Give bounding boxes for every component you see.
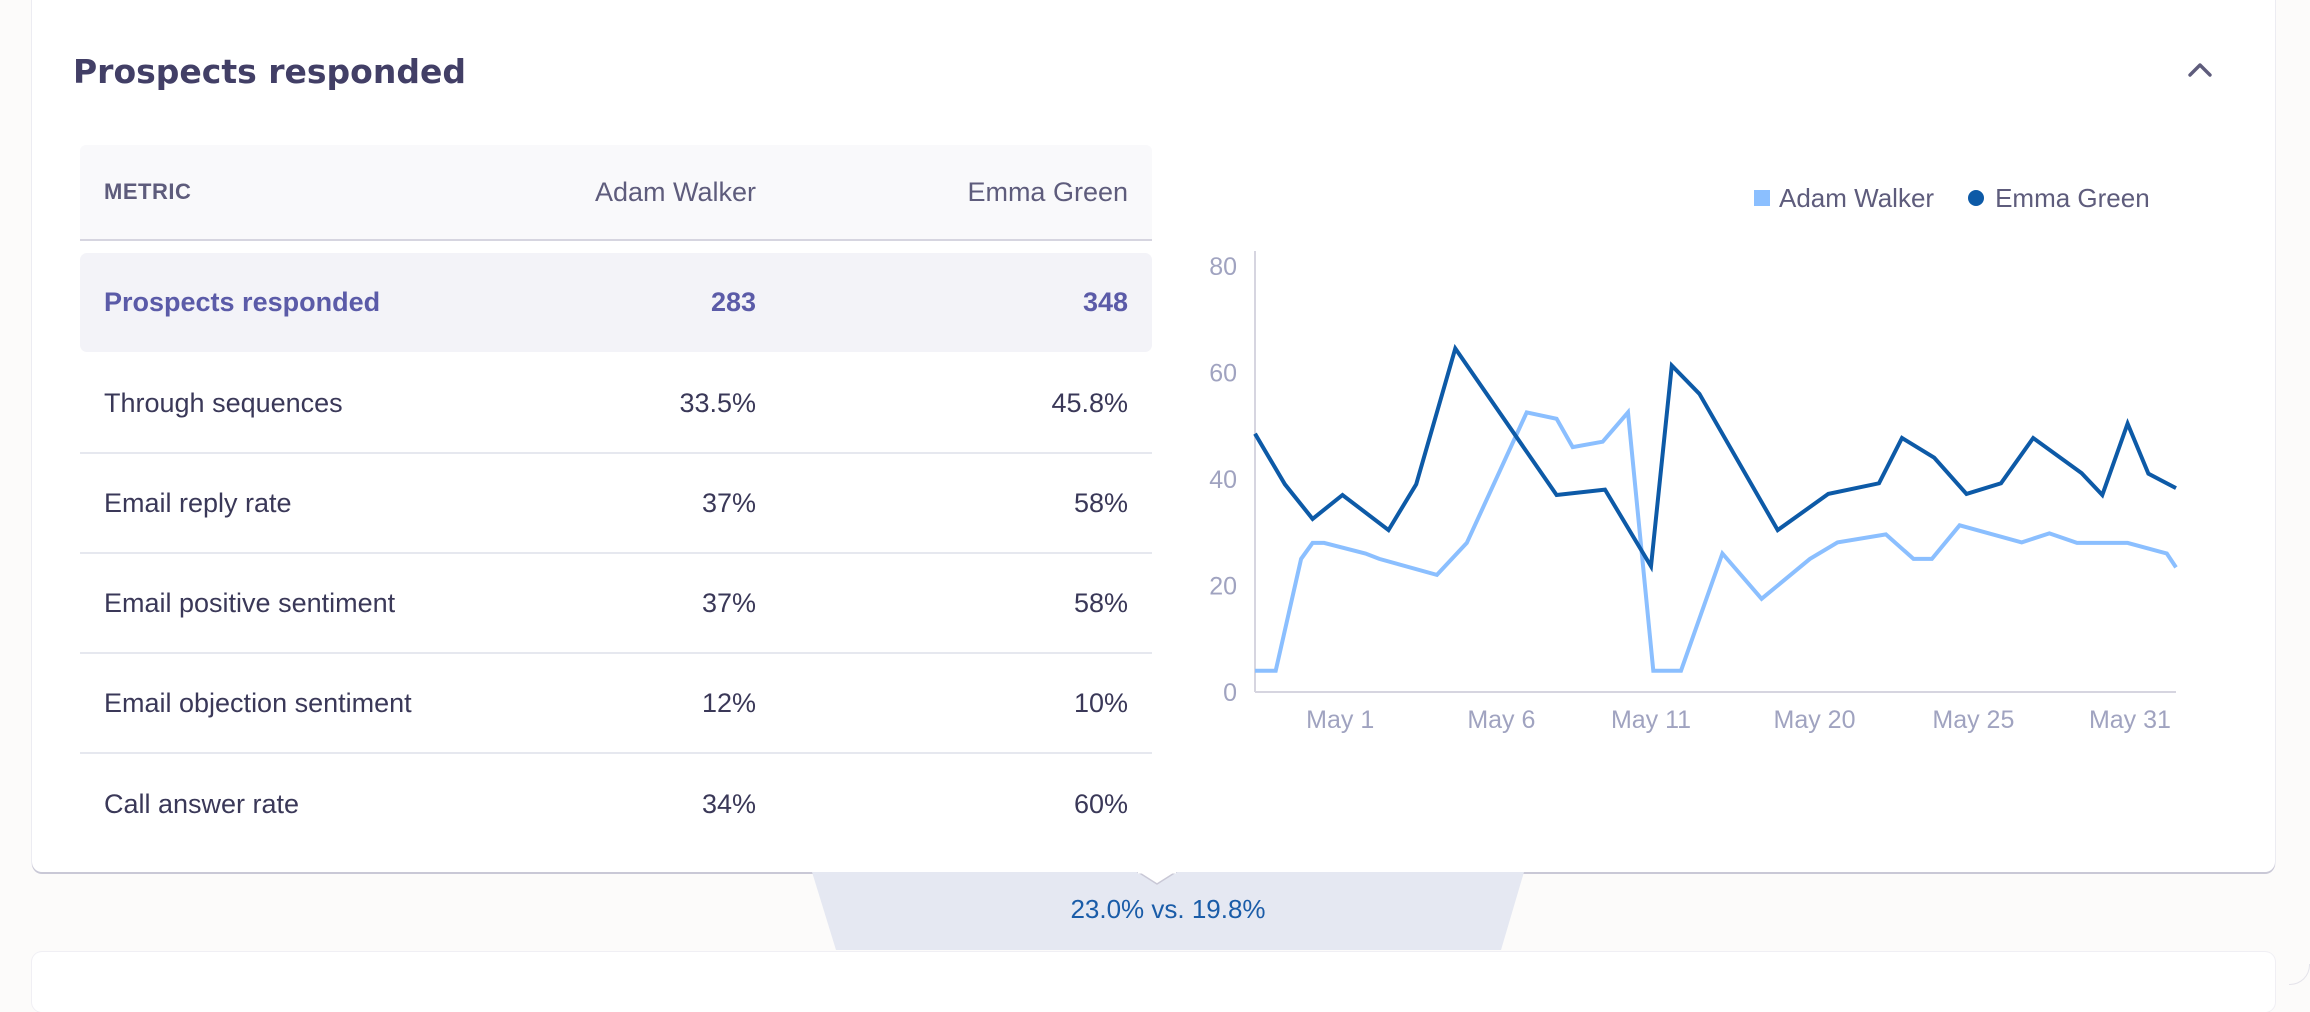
legend-item-adam-walker[interactable]: Adam Walker	[1754, 183, 1934, 214]
metric-name: Email positive sentiment	[80, 588, 500, 619]
circle-marker-icon	[1968, 190, 1984, 206]
series-line-emma-green	[1255, 349, 2176, 567]
y-tick-label: 60	[1209, 360, 1237, 388]
adam-walker-value: 12%	[500, 688, 756, 719]
adam-walker-value: 34%	[500, 789, 756, 820]
emma-green-value: 45.8%	[756, 388, 1128, 419]
y-tick-label: 0	[1223, 679, 1237, 707]
metric-name: Prospects responded	[80, 287, 500, 318]
column-header-metric[interactable]: METRIC	[80, 179, 500, 205]
legend-label: Emma Green	[1995, 183, 2150, 214]
table-row-call-answer-rate[interactable]: Call answer rate 34% 60%	[80, 754, 1152, 854]
metric-name: Email objection sentiment	[80, 688, 500, 719]
x-tick-label: May 25	[1932, 706, 2014, 734]
table-row-email-reply-rate[interactable]: Email reply rate 37% 58%	[80, 454, 1152, 554]
adam-walker-value: 37%	[500, 488, 756, 519]
x-tick-label: May 1	[1306, 706, 1374, 734]
legend-label: Adam Walker	[1779, 183, 1934, 214]
metric-name: Email reply rate	[80, 488, 500, 519]
y-tick-label: 20	[1209, 573, 1237, 601]
column-header-adam-walker[interactable]: Adam Walker	[500, 177, 756, 208]
adam-walker-value: 37%	[500, 588, 756, 619]
outer-container-corner	[2289, 964, 2310, 985]
comparison-value: 23.0% vs. 19.8%	[812, 890, 1524, 928]
emma-green-value: 60%	[756, 789, 1128, 820]
metric-name: Call answer rate	[80, 789, 500, 820]
table-row-prospects-responded[interactable]: Prospects responded 283 348	[80, 253, 1152, 352]
table-header: METRIC Adam Walker Emma Green	[80, 145, 1152, 241]
square-marker-icon	[1754, 190, 1770, 206]
x-tick-label: May 20	[1774, 706, 1856, 734]
chart-legend: Adam Walker Emma Green	[1754, 181, 2150, 215]
comparison-table: METRIC Adam Walker Emma Green Prospects …	[80, 145, 1152, 854]
x-tick-label: May 31	[2089, 706, 2171, 734]
x-tick-label: May 6	[1467, 706, 1535, 734]
column-header-emma-green[interactable]: Emma Green	[756, 177, 1128, 208]
series-line-adam-walker	[1255, 412, 2176, 670]
chevron-up-icon[interactable]	[2184, 56, 2216, 84]
adam-walker-value: 283	[500, 287, 756, 318]
table-row-email-objection-sentiment[interactable]: Email objection sentiment 12% 10%	[80, 654, 1152, 754]
y-tick-label: 80	[1209, 253, 1237, 281]
emma-green-value: 10%	[756, 688, 1128, 719]
legend-item-emma-green[interactable]: Emma Green	[1968, 183, 2150, 214]
next-panel	[32, 952, 2275, 1012]
panel-title: Prospects responded	[73, 48, 466, 96]
emma-green-value: 348	[756, 287, 1128, 318]
adam-walker-value: 33.5%	[500, 388, 756, 419]
metric-name: Through sequences	[80, 388, 500, 419]
table-row-email-positive-sentiment[interactable]: Email positive sentiment 37% 58%	[80, 554, 1152, 654]
line-chart: 0 20 40 60 80 May 1 May 6 May 11 May 20 May 25 May…	[1170, 230, 2210, 750]
x-tick-label: May 11	[1611, 706, 1691, 734]
emma-green-value: 58%	[756, 588, 1128, 619]
y-tick-label: 40	[1209, 466, 1237, 494]
emma-green-value: 58%	[756, 488, 1128, 519]
table-row-through-sequences[interactable]: Through sequences 33.5% 45.8%	[80, 354, 1152, 454]
